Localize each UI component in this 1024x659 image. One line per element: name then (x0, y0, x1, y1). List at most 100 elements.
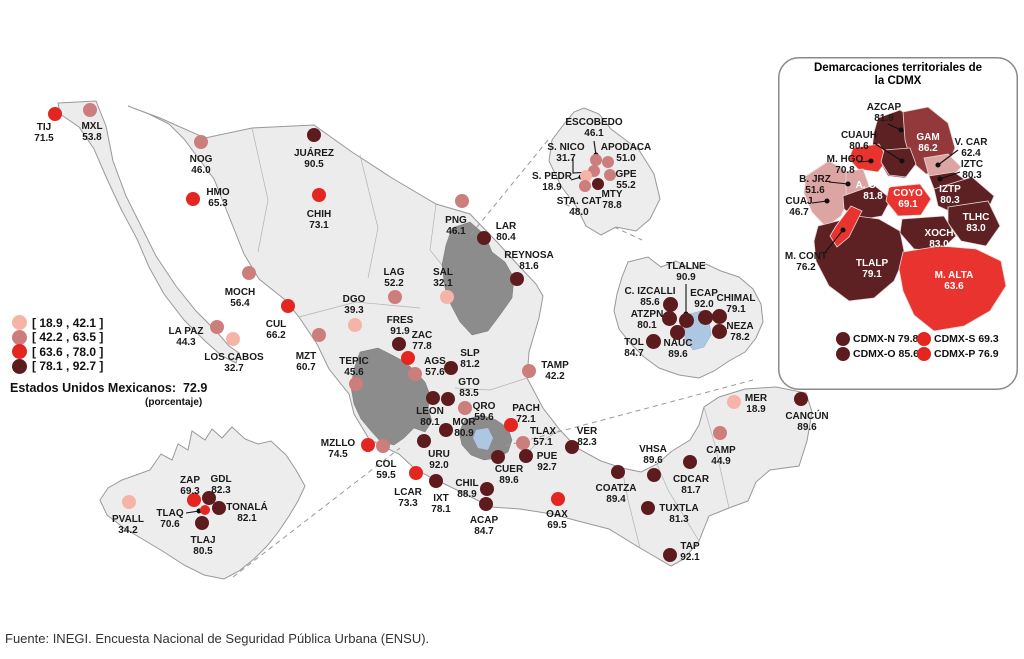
city-name: AGS (424, 356, 446, 367)
city-marker (83, 103, 97, 117)
city-value: 82.3 (211, 485, 231, 496)
legend-row: [ 42.2 , 63.5 ] (12, 329, 103, 345)
city-value: 81.2 (460, 359, 480, 370)
city-value: 69.5 (547, 520, 567, 531)
city-marker (711, 323, 727, 339)
region-value: 83.0 (966, 223, 986, 234)
national-average-value: 72.9 (182, 381, 208, 395)
city-value: 18.9 (746, 404, 766, 415)
region-name: CUAUH (840, 130, 878, 141)
region-value: 80.3 (940, 195, 960, 206)
region-name: V. CAR (954, 137, 988, 148)
city-marker (348, 318, 362, 332)
city-value: 83.5 (459, 388, 479, 399)
city-marker (565, 440, 579, 454)
city-marker (641, 501, 655, 515)
city-label: MOR 80.9 (452, 417, 475, 439)
city-value: 80.1 (637, 320, 657, 331)
cdmx-region-label: IZTP 80.3 (939, 184, 961, 206)
cdmx-legend-label: CDMX-P 76.9 (934, 348, 999, 360)
city-value: 90.5 (304, 159, 324, 170)
city-marker (661, 310, 677, 326)
city-name: CDCAR (672, 474, 710, 485)
city-marker (307, 128, 321, 142)
city-name: ZAC (411, 330, 433, 341)
city-label: TAMP 42.2 (541, 360, 569, 382)
city-name: NOG (189, 154, 213, 165)
city-value: 92.7 (537, 462, 557, 473)
cdmx-region-label: M. HGO 70.8 (827, 154, 864, 176)
city-name: FRES (386, 315, 414, 326)
city-name: CANCÚN (785, 411, 829, 422)
cdmx-region-label: CUAUH 80.6 (841, 130, 877, 152)
cdmx-inset-title-line1: Demarcaciones territoriales de (813, 62, 983, 74)
legend-row: [ 78.1 , 92.7 ] (12, 358, 103, 374)
region-value: 69.1 (898, 199, 918, 210)
city-label: GTO 83.5 (458, 377, 479, 399)
percent-unit-note: (porcentaje) (145, 397, 203, 408)
city-value: 80.9 (454, 428, 474, 439)
city-name: REYNOSA (504, 250, 554, 261)
city-label: REYNOSA 81.6 (504, 250, 553, 272)
city-name: CHIL (455, 478, 479, 489)
city-label: LA PAZ 44.3 (169, 326, 204, 348)
city-label: APODACA 51.0 (601, 142, 652, 164)
region-name: TLHC (962, 212, 990, 223)
cdmx-region-label: GAM 86.2 (916, 132, 939, 154)
city-value: 18.9 (542, 182, 562, 193)
city-label: LAG 52.2 (383, 267, 404, 289)
city-label: CHIMAL 79.1 (717, 293, 756, 315)
city-value: 82.3 (577, 437, 597, 448)
city-marker (349, 377, 363, 391)
city-label: HMO 65.3 (206, 187, 229, 209)
city-marker (388, 290, 402, 304)
cdmx-legend-label: CDMX-N 79.8 (853, 333, 919, 345)
region-value: 83.0 (929, 239, 949, 250)
city-marker (48, 107, 62, 121)
city-name: S. NICO (547, 142, 585, 153)
city-label: ECAP 92.0 (690, 288, 718, 310)
city-marker (194, 135, 208, 149)
city-name: PUE (536, 451, 558, 462)
city-name: PVALL (111, 514, 145, 525)
city-name: MOCH (224, 287, 256, 298)
city-name: C. IZCALLI (624, 286, 676, 297)
city-value: 52.2 (384, 278, 404, 289)
cdmx-legend-item: CDMX-S 69.3 (917, 332, 999, 346)
city-value: 32.7 (224, 363, 244, 374)
city-name: MOR (452, 417, 476, 428)
legend-range-label: [ 18.9 , 42.1 ] (32, 315, 104, 330)
city-label: QRO 59.6 (473, 401, 496, 423)
cdmx-region-label: B. JRZ 51.6 (799, 174, 831, 196)
state-nuevo-leon-gray (441, 221, 515, 336)
city-name: LA PAZ (168, 326, 204, 337)
city-label: TLALNE 90.9 (666, 261, 705, 283)
cdmx-legend-swatch (917, 347, 931, 361)
city-value: 88.9 (457, 489, 477, 500)
cdmx-region-label: M. CONT 76.2 (785, 251, 827, 273)
cdmx-inset-title: Demarcaciones territoriales de la CDMX (788, 62, 1008, 88)
city-label: GPE 55.2 (615, 169, 636, 191)
city-marker (226, 332, 240, 346)
region-value: 79.1 (862, 269, 882, 280)
city-value: 56.4 (230, 298, 250, 309)
city-marker (480, 482, 494, 496)
cdmx-legend-swatch (917, 332, 931, 346)
city-name: OAX (546, 509, 568, 520)
city-marker (187, 493, 201, 507)
region-name: B. JRZ (799, 174, 831, 185)
city-marker (477, 231, 491, 245)
city-value: 91.9 (390, 326, 410, 337)
city-label: NEZA 78.2 (726, 321, 753, 343)
city-name: MZLLO (320, 438, 356, 449)
city-name: PNG (445, 215, 467, 226)
city-marker (647, 468, 661, 482)
cdmx-legend-label: CDMX-S 69.3 (934, 333, 999, 345)
baja-california-shape (57, 100, 240, 364)
city-value: 46.0 (191, 165, 211, 176)
region-name: COYO (893, 188, 923, 199)
city-label: LCAR 73.3 (394, 487, 422, 509)
city-value: 71.5 (34, 133, 54, 144)
source-note: Fuente: INEGI. Encuesta Nacional de Segu… (5, 631, 430, 646)
city-value: 89.6 (499, 475, 519, 486)
